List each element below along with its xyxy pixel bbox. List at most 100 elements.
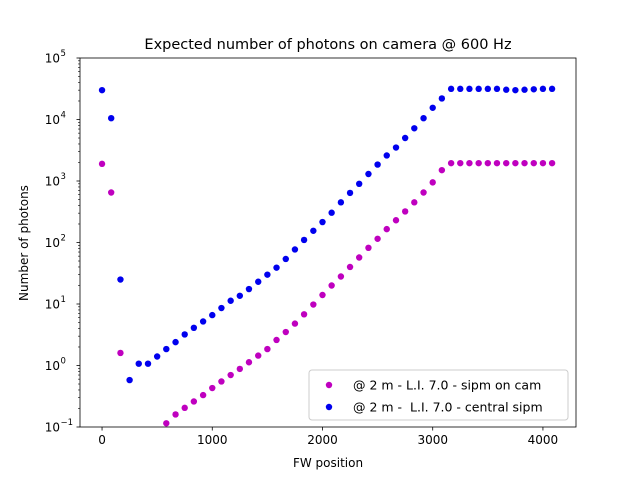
- x-tick-label: 1000: [197, 433, 228, 447]
- data-point: [218, 304, 225, 312]
- y-tick-label: 10: [45, 298, 60, 312]
- y-tick-exponent: 1: [61, 295, 66, 305]
- legend-label: @ 2 m - L.I. 7.0 - sipm on cam: [353, 378, 541, 393]
- data-point: [190, 398, 198, 405]
- data-point: [346, 189, 354, 197]
- data-point: [512, 159, 519, 167]
- data-point: [392, 144, 400, 151]
- x-tick-label: 2000: [307, 433, 338, 447]
- data-point: [466, 159, 473, 167]
- data-point: [548, 85, 556, 93]
- data-point: [291, 320, 299, 327]
- data-point: [457, 85, 464, 93]
- data-point: [117, 276, 124, 283]
- legend-box: [308, 369, 569, 421]
- data-point: [466, 85, 473, 93]
- data-point: [447, 85, 455, 93]
- data-point: [209, 311, 216, 319]
- data-point: [493, 159, 501, 167]
- data-point: [282, 255, 289, 263]
- data-point: [135, 360, 142, 367]
- data-point: [521, 159, 528, 167]
- data-point: [539, 85, 547, 93]
- data-point: [401, 134, 409, 142]
- y-tick-exponent: 4: [61, 111, 66, 121]
- data-point: [300, 311, 308, 318]
- data-point: [530, 86, 537, 93]
- chart-title: Expected number of photons on camera @ 6…: [144, 37, 511, 53]
- data-point: [319, 218, 326, 226]
- y-tick-label: 10: [45, 359, 60, 373]
- y-axis-title: Number of photons: [17, 185, 31, 301]
- data-point: [521, 86, 528, 93]
- x-tick-label: 3000: [417, 433, 448, 447]
- y-tick-label: 10: [45, 175, 60, 189]
- data-point: [411, 199, 418, 206]
- data-point: [429, 179, 436, 186]
- data-point: [291, 246, 299, 253]
- y-tick-exponent: 2: [61, 234, 66, 244]
- data-point: [337, 273, 345, 280]
- y-tick-exponent: 0: [61, 357, 66, 367]
- data-point: [199, 391, 207, 399]
- data-point: [163, 420, 170, 427]
- data-point: [429, 104, 436, 111]
- data-point: [346, 263, 354, 271]
- data-point: [273, 264, 280, 271]
- data-point: [548, 159, 556, 167]
- data-point: [227, 297, 234, 304]
- x-tick-label: 4000: [528, 433, 559, 447]
- x-tick-label: 0: [98, 433, 106, 447]
- data-point: [484, 159, 492, 167]
- legend-marker: [325, 403, 333, 411]
- data-point: [236, 365, 244, 373]
- data-point: [438, 95, 446, 102]
- data-point: [126, 376, 133, 384]
- data-point: [163, 345, 170, 353]
- data-point: [457, 159, 464, 167]
- data-point: [144, 360, 152, 367]
- data-point: [218, 378, 225, 385]
- data-point: [475, 159, 482, 167]
- x-axis-title: FW position: [293, 456, 363, 470]
- data-point: [328, 282, 335, 289]
- plot-area: [98, 85, 556, 427]
- data-point: [245, 359, 253, 366]
- data-point: [484, 85, 492, 93]
- data-point: [383, 225, 390, 233]
- data-point: [107, 189, 115, 196]
- data-point: [355, 180, 363, 188]
- y-tick-label: 10: [45, 113, 60, 127]
- y-tick-exponent: −1: [61, 418, 74, 428]
- data-point: [374, 235, 381, 242]
- data-point: [209, 384, 216, 392]
- series-2: [98, 85, 556, 384]
- data-point: [365, 244, 372, 251]
- data-point: [98, 160, 106, 168]
- data-point: [98, 86, 106, 94]
- data-point: [107, 115, 115, 122]
- data-point: [310, 227, 317, 234]
- y-tick-exponent: 5: [61, 49, 66, 59]
- data-point: [337, 199, 345, 206]
- data-point: [365, 170, 372, 178]
- data-point: [282, 328, 289, 336]
- data-point: [374, 161, 381, 168]
- data-point: [245, 285, 253, 293]
- data-point: [264, 271, 271, 278]
- data-point: [503, 159, 510, 167]
- data-point: [411, 125, 418, 132]
- data-point: [255, 352, 262, 359]
- y-tick-exponent: 3: [61, 172, 66, 182]
- data-point: [512, 86, 519, 94]
- legend-marker: [325, 381, 333, 389]
- data-point: [255, 278, 262, 285]
- data-point: [319, 291, 326, 299]
- data-point: [273, 336, 280, 344]
- legend-label: @ 2 m - L.I. 7.0 - central sipm: [353, 400, 543, 415]
- data-point: [181, 331, 188, 338]
- data-point: [503, 86, 510, 93]
- series-1: [98, 159, 556, 427]
